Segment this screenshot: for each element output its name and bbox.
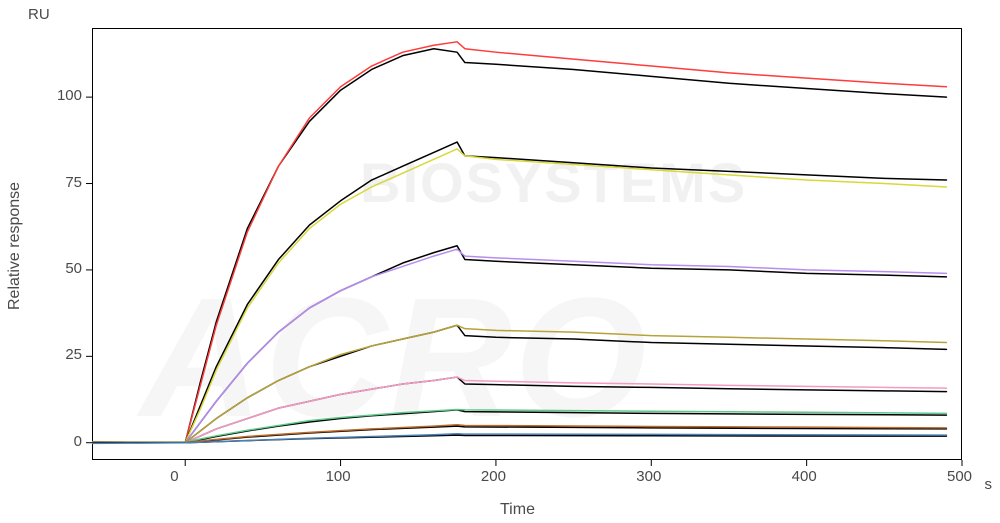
chart-svg bbox=[0, 0, 1000, 523]
x-tick-label: 200 bbox=[481, 468, 506, 485]
y-tick-label: 0 bbox=[74, 433, 82, 450]
series-data-116 bbox=[92, 42, 946, 443]
chart-container: { "chart": { "type": "line-sensorgram", … bbox=[0, 0, 1000, 523]
x-tick-label: 100 bbox=[326, 468, 351, 485]
y-tick-label: 75 bbox=[65, 174, 82, 191]
y-tick-label: 50 bbox=[65, 260, 82, 277]
x-tick-label: 300 bbox=[636, 468, 661, 485]
series-fit-57 bbox=[92, 246, 946, 443]
y-tick-label: 100 bbox=[57, 87, 82, 104]
x-tick-label: 500 bbox=[947, 468, 972, 485]
x-tick-label: 400 bbox=[792, 468, 817, 485]
series-data-86 bbox=[92, 149, 946, 443]
series-fit-116 bbox=[92, 49, 946, 443]
y-tick-label: 25 bbox=[65, 346, 82, 363]
x-tick-label: 0 bbox=[170, 468, 178, 485]
